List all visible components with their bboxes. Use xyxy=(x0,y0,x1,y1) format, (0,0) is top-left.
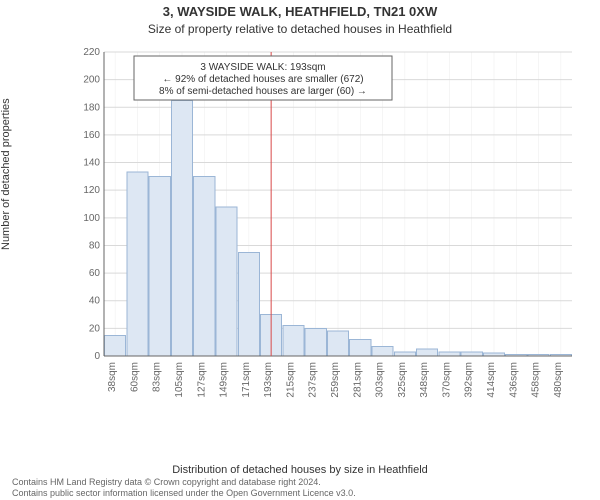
footer-line-1: Contains HM Land Registry data © Crown c… xyxy=(12,477,588,487)
callout-line: 8% of semi-detached houses are larger (6… xyxy=(159,86,367,97)
x-tick-label: 458sqm xyxy=(531,362,542,398)
bar xyxy=(149,176,170,356)
y-axis-label: Number of detached properties xyxy=(0,98,12,250)
chart-plot: 0 20 40 60 80 100 120 140 160 180 200 220 38sqm 60sqm… xyxy=(68,46,578,416)
bar xyxy=(350,339,371,356)
svg-text:180: 180 xyxy=(83,102,100,113)
chart-container: 3, WAYSIDE WALK, HEATHFIELD, TN21 0XW Si… xyxy=(0,0,600,500)
x-tick-label: 38sqm xyxy=(107,362,118,392)
chart-footer: Contains HM Land Registry data © Crown c… xyxy=(12,477,588,498)
x-tick-label: 348sqm xyxy=(419,362,430,398)
bar xyxy=(372,346,393,356)
x-tick-label: 215sqm xyxy=(285,362,296,398)
bar xyxy=(216,207,237,356)
svg-text:140: 140 xyxy=(83,158,100,169)
bar xyxy=(127,172,148,356)
bar xyxy=(194,176,215,356)
x-axis-label: Distribution of detached houses by size … xyxy=(0,464,600,476)
x-tick-label: 171sqm xyxy=(241,362,252,398)
x-tick-label: 127sqm xyxy=(196,362,207,398)
svg-text:40: 40 xyxy=(89,296,101,307)
svg-text:160: 160 xyxy=(83,130,100,141)
x-tick-label: 259sqm xyxy=(330,362,341,398)
bar xyxy=(461,352,482,356)
x-tick-label: 105sqm xyxy=(174,362,185,398)
x-tick-label: 303sqm xyxy=(375,362,386,398)
bar xyxy=(327,331,348,356)
svg-text:220: 220 xyxy=(83,47,100,58)
chart-subtitle: Size of property relative to detached ho… xyxy=(0,22,600,36)
svg-text:0: 0 xyxy=(94,351,100,362)
bar xyxy=(105,335,126,356)
callout-line: ← 92% of detached houses are smaller (67… xyxy=(162,74,363,85)
x-tick-label: 325sqm xyxy=(397,362,408,398)
footer-line-2: Contains public sector information licen… xyxy=(12,488,588,498)
x-tick-label: 193sqm xyxy=(263,362,274,398)
x-tick-label: 414sqm xyxy=(486,362,497,398)
x-tick-label: 281sqm xyxy=(352,362,363,398)
bar xyxy=(439,352,460,356)
svg-text:80: 80 xyxy=(89,240,101,251)
bar xyxy=(305,328,326,356)
x-tick-label: 237sqm xyxy=(308,362,319,398)
chart-title: 3, WAYSIDE WALK, HEATHFIELD, TN21 0XW xyxy=(0,4,600,19)
bar xyxy=(417,349,438,356)
x-tick-label: 149sqm xyxy=(219,362,230,398)
svg-text:120: 120 xyxy=(83,185,100,196)
x-tick-label: 436sqm xyxy=(508,362,519,398)
x-tick-label: 480sqm xyxy=(553,362,564,398)
bar xyxy=(238,252,259,356)
bar xyxy=(171,100,192,356)
bar xyxy=(283,326,304,356)
svg-text:60: 60 xyxy=(89,268,101,279)
svg-text:200: 200 xyxy=(83,75,100,86)
callout-line: 3 WAYSIDE WALK: 193sqm xyxy=(200,62,325,73)
x-tick-label: 370sqm xyxy=(441,362,452,398)
svg-text:100: 100 xyxy=(83,213,100,224)
x-tick-label: 392sqm xyxy=(464,362,475,398)
svg-text:20: 20 xyxy=(89,323,101,334)
x-tick-label: 60sqm xyxy=(129,362,140,392)
x-tick-label: 83sqm xyxy=(152,362,163,392)
bar xyxy=(394,352,415,356)
